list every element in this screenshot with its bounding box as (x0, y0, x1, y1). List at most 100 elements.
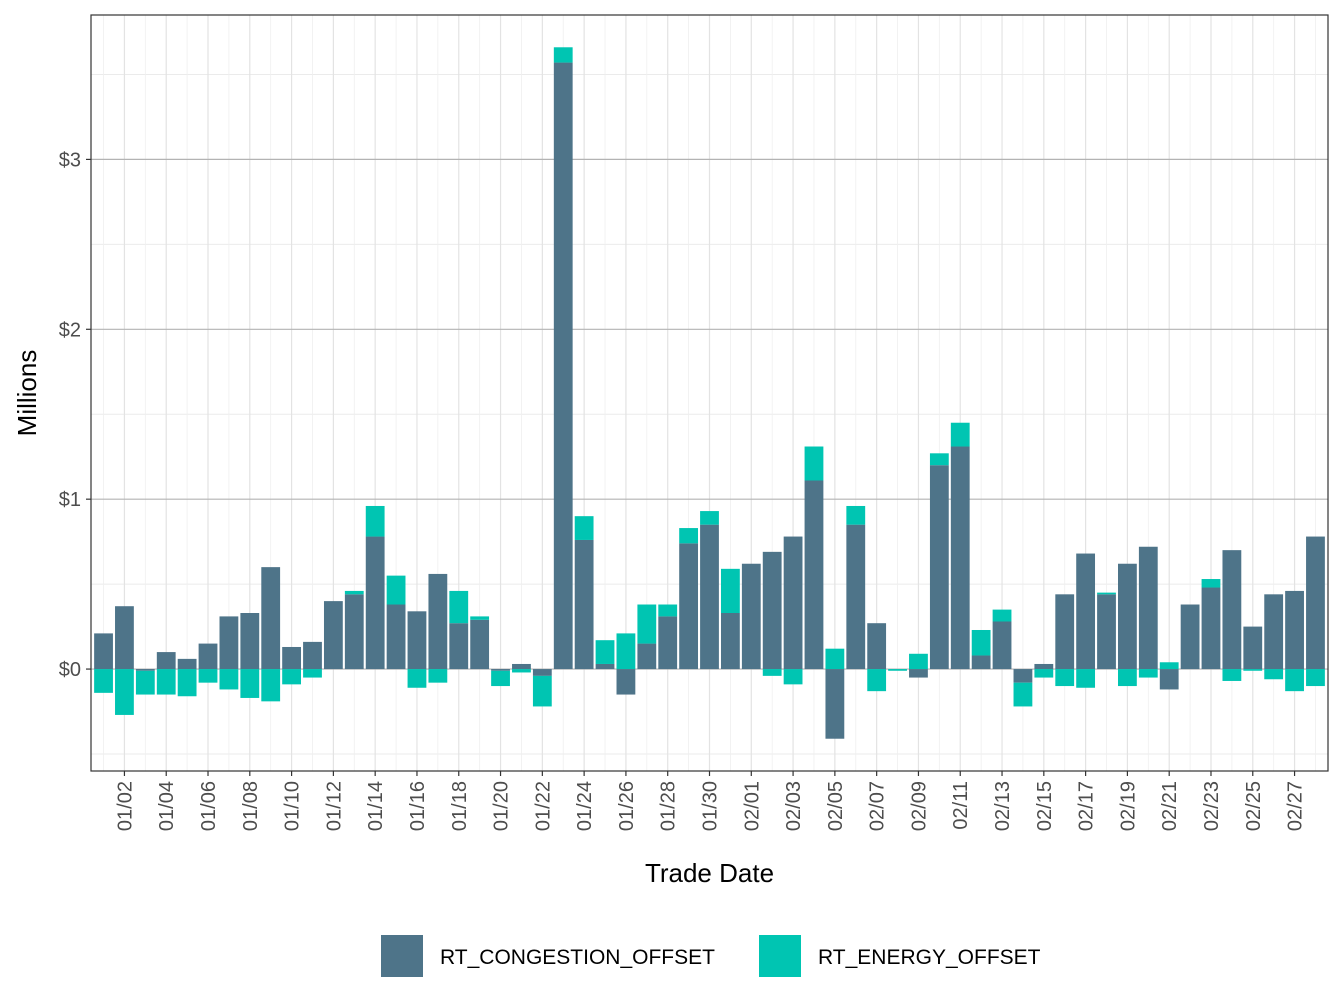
bar-energy (1138, 669, 1158, 678)
bar-congestion (1034, 663, 1054, 670)
bar-congestion (553, 62, 573, 670)
x-tick-label: 01/04 (156, 781, 178, 831)
bar-congestion (135, 669, 155, 671)
bar-congestion (365, 536, 385, 670)
x-tick-label: 01/02 (114, 781, 136, 831)
bar-congestion (198, 643, 218, 670)
bar-energy (720, 568, 740, 614)
bar-energy (950, 422, 970, 447)
bar-energy (532, 675, 552, 707)
bar-congestion (532, 669, 552, 676)
x-tick-label: 01/30 (700, 781, 722, 831)
x-tick-label: 01/28 (658, 781, 680, 831)
bar-congestion (1222, 550, 1242, 670)
x-tick-label: 01/16 (407, 781, 429, 831)
bar-energy (365, 505, 385, 537)
bar-energy (1222, 669, 1242, 681)
bar-energy (261, 669, 281, 702)
bar-energy (929, 453, 949, 466)
bar-energy (470, 616, 490, 620)
bar-congestion (386, 604, 406, 670)
bar-congestion (700, 524, 719, 670)
bar-congestion (94, 633, 113, 670)
bar-congestion (909, 669, 928, 678)
x-tick-label: 02/05 (825, 781, 847, 831)
bar-congestion (1159, 669, 1179, 690)
bar-energy (1285, 669, 1304, 692)
x-tick-label: 02/17 (1076, 781, 1098, 831)
bar-congestion (762, 551, 782, 670)
bar-congestion (825, 669, 845, 739)
x-tick-label: 02/27 (1285, 781, 1307, 831)
bar-energy (1201, 579, 1221, 588)
bar-energy (135, 670, 155, 695)
bar-energy (1159, 662, 1179, 670)
bar-energy (867, 669, 887, 692)
y-tick-label: $3 (59, 149, 81, 171)
bar-energy (115, 669, 134, 715)
bar-congestion (407, 611, 427, 670)
bar-energy (595, 640, 615, 664)
bar-energy (491, 670, 510, 687)
bars (94, 47, 1325, 739)
bar-congestion (261, 567, 281, 670)
bar-congestion (491, 669, 510, 671)
x-tick-label: 02/03 (783, 781, 805, 831)
bar-congestion (846, 524, 866, 670)
x-tick-label: 01/06 (198, 781, 220, 831)
bar-congestion (282, 646, 301, 670)
bar-energy (616, 633, 636, 670)
legend: RT_CONGESTION_OFFSET RT_ENERGY_OFFSET (381, 935, 1041, 977)
x-tick-label: 01/18 (449, 781, 471, 831)
y-axis-title: Millions (12, 350, 42, 437)
bar-congestion (720, 613, 740, 670)
bar-energy (679, 528, 699, 544)
x-tick-label: 02/21 (1159, 781, 1181, 831)
legend-label-congestion: RT_CONGESTION_OFFSET (440, 946, 715, 969)
bar-energy (1264, 669, 1284, 680)
bar-energy (303, 669, 322, 678)
bar-energy (344, 590, 364, 595)
bar-congestion (1055, 594, 1075, 670)
x-tick-label: 02/13 (992, 781, 1014, 831)
legend-key-energy (759, 935, 801, 977)
bar-congestion (344, 594, 364, 670)
bar-energy (1034, 669, 1054, 678)
bar-congestion (470, 619, 490, 670)
bar-congestion (1013, 669, 1033, 683)
bar-energy (909, 653, 928, 670)
x-tick-label: 02/23 (1201, 781, 1223, 831)
bar-energy (1055, 669, 1075, 687)
bar-congestion (512, 663, 531, 670)
bar-energy (1306, 669, 1325, 687)
bar-energy (156, 669, 176, 695)
x-tick-label: 02/01 (741, 781, 763, 831)
bar-energy (177, 669, 197, 697)
y-tick-label: $1 (59, 489, 81, 511)
bar-energy (282, 669, 301, 685)
bar-energy (553, 47, 573, 63)
bar-congestion (992, 621, 1012, 670)
bar-congestion (1097, 594, 1116, 670)
bar-energy (762, 669, 782, 676)
bar-energy (700, 511, 719, 525)
bar-energy (804, 446, 824, 481)
bar-congestion (616, 669, 636, 695)
bar-congestion (971, 655, 991, 670)
bar-energy (1243, 669, 1263, 671)
bar-congestion (428, 573, 448, 670)
bar-energy (992, 609, 1012, 622)
bar-congestion (658, 616, 678, 670)
bar-congestion (177, 658, 197, 670)
bar-energy (1118, 669, 1137, 687)
x-tick-label: 01/10 (282, 781, 304, 831)
x-axis-title: Trade Date (645, 858, 774, 888)
x-tick-label: 01/22 (532, 781, 554, 831)
bar-energy (198, 669, 218, 683)
bar-congestion (804, 480, 824, 670)
y-axis-ticks: $0 $1 $2 $3 (59, 149, 91, 681)
x-tick-label: 02/19 (1117, 781, 1139, 831)
x-tick-label: 02/25 (1243, 781, 1265, 831)
x-tick-label: 01/20 (491, 781, 513, 831)
bar-energy (971, 629, 991, 656)
